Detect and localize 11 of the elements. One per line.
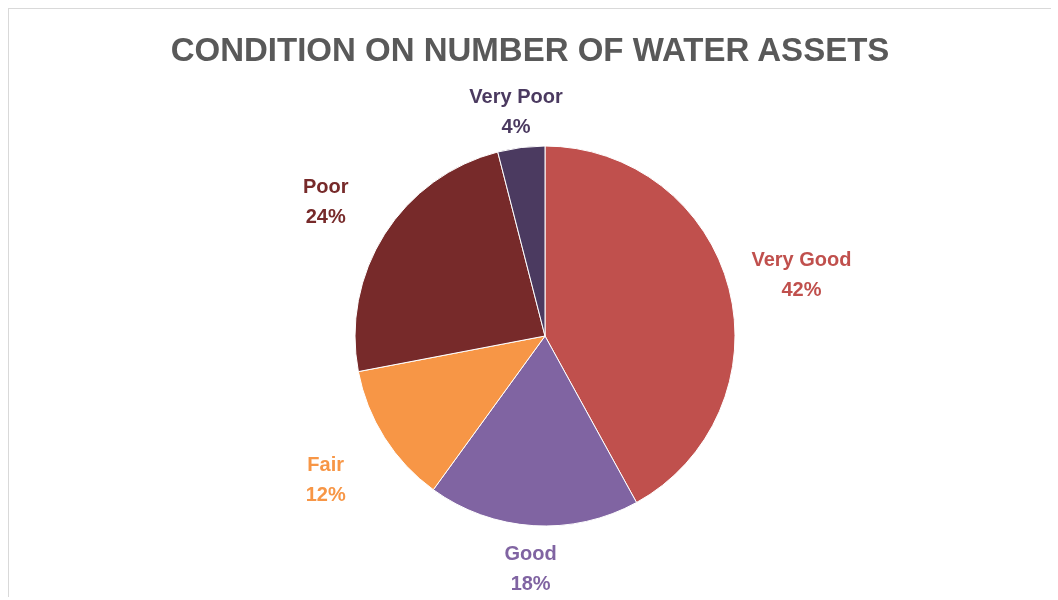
data-label: 18%	[510, 572, 551, 595]
data-label: 42%	[781, 278, 822, 301]
slice-label: Very Good	[751, 248, 852, 271]
data-label: 4%	[501, 114, 531, 137]
slice-label: Good	[504, 542, 557, 565]
slice-label: Fair	[307, 453, 345, 476]
chart-title: CONDITION ON NUMBER OF WATER ASSETS	[169, 31, 891, 69]
slice-label: Very Poor	[469, 84, 563, 107]
data-label: 24%	[305, 204, 346, 227]
data-label: 12%	[305, 483, 346, 506]
slice-label: Poor	[302, 174, 349, 197]
